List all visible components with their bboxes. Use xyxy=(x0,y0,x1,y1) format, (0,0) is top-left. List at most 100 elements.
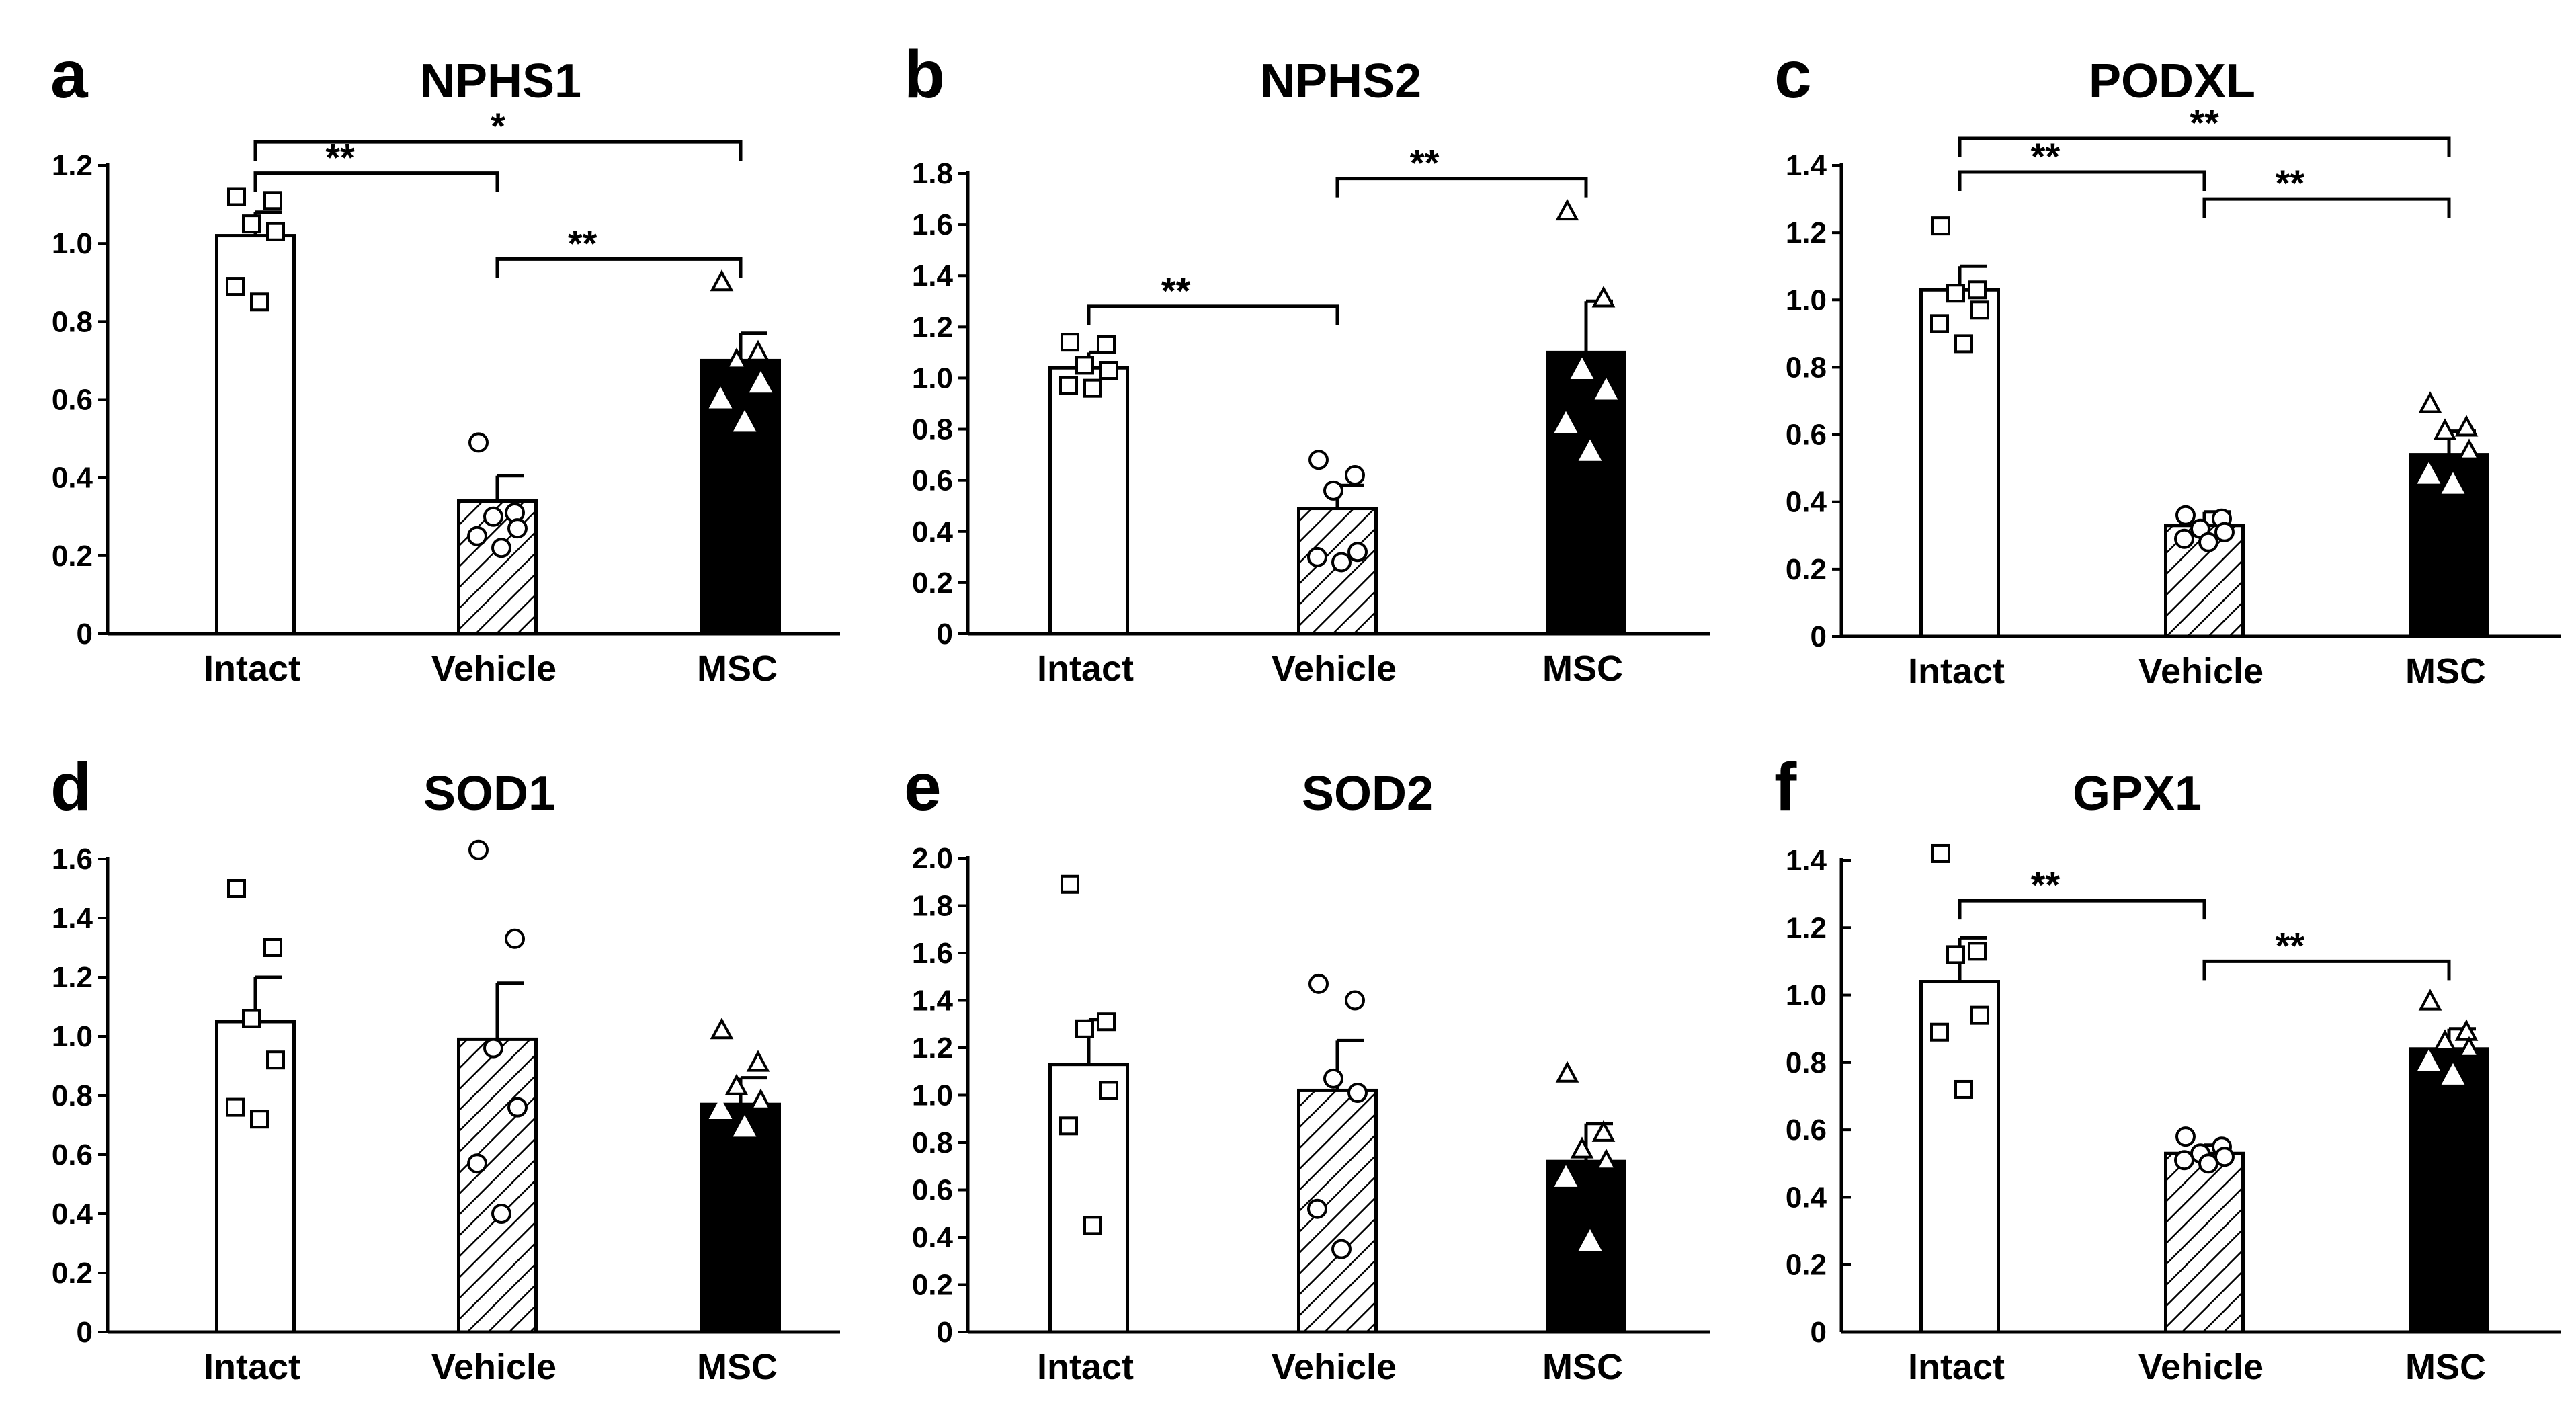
y-tick-label: 1.0 xyxy=(912,1079,953,1112)
data-point-triangle xyxy=(1594,378,1618,400)
chart-title: PODXL xyxy=(2089,54,2255,108)
y-tick-label: 0.4 xyxy=(1786,486,1827,519)
data-point-square xyxy=(1083,378,1102,398)
y-tick-label: 0 xyxy=(1811,620,1827,653)
data-point-square xyxy=(1954,334,1973,354)
data-point-square xyxy=(1059,1116,1078,1136)
y-tick-label: 0.2 xyxy=(912,567,953,599)
significance-bracket xyxy=(1087,304,1339,325)
data-point-circle xyxy=(507,518,528,539)
y-tick-label: 0.2 xyxy=(1786,1249,1827,1282)
data-point-triangle xyxy=(2454,415,2479,437)
data-point-triangle xyxy=(2433,418,2457,440)
data-point-square xyxy=(266,1050,285,1070)
data-point-circle xyxy=(467,1153,487,1174)
y-tick-label: 2.0 xyxy=(912,842,953,875)
y-tick-label: 1.4 xyxy=(1786,149,1827,182)
y-tick-label: 0 xyxy=(937,618,953,651)
data-point-triangle xyxy=(724,347,749,370)
data-point-square xyxy=(227,187,246,206)
data-point-circle xyxy=(2175,1126,2196,1147)
x-tick-label: MSC xyxy=(2405,651,2486,692)
data-point-square xyxy=(1946,284,1965,303)
data-point-circle xyxy=(1331,1239,1352,1259)
data-point-square xyxy=(1930,314,1949,333)
data-point-triangle xyxy=(2418,391,2442,413)
x-tick-label: Intact xyxy=(1908,651,2005,692)
y-tick-label: 0.6 xyxy=(1786,419,1827,452)
data-point-square xyxy=(263,938,282,957)
data-point-triangle xyxy=(749,1088,773,1110)
y-tick-label: 0.2 xyxy=(912,1269,953,1302)
y-tick-label: 0.6 xyxy=(1786,1114,1827,1147)
data-point-square xyxy=(1075,356,1094,375)
data-point-triangle xyxy=(733,410,757,432)
data-point-triangle xyxy=(724,1073,749,1095)
panel-letter: d xyxy=(50,749,91,825)
y-tick-label: 0.8 xyxy=(1786,1046,1827,1079)
data-point-square xyxy=(1970,1005,1989,1025)
y-tick-label: 0.8 xyxy=(912,1126,953,1159)
y-tick-label: 1.2 xyxy=(1786,911,1827,944)
data-point-triangle xyxy=(2454,1019,2479,1041)
y-tick-label: 0.4 xyxy=(52,462,93,495)
y-tick-label: 1.2 xyxy=(912,1032,953,1065)
x-tick-label: Intact xyxy=(204,649,300,689)
panel-letter: b xyxy=(904,37,945,112)
bar-vehicle xyxy=(457,1037,538,1334)
y-tick-label: 1.4 xyxy=(52,902,93,935)
x-tick-label: Intact xyxy=(204,1347,300,1387)
data-point-square xyxy=(1954,1079,1973,1099)
y-tick-label: 0.4 xyxy=(52,1198,93,1231)
data-point-triangle xyxy=(1570,357,1594,380)
bar-msc xyxy=(700,1102,781,1334)
panel-letter: a xyxy=(50,37,89,112)
chart-title: SOD2 xyxy=(1302,767,1434,821)
y-tick-label: 0.2 xyxy=(52,1257,93,1290)
significance-bracket xyxy=(2202,959,2451,981)
data-point-square xyxy=(1059,376,1078,395)
y-tick-label: 0.8 xyxy=(1786,351,1827,384)
panel-letter: e xyxy=(904,749,942,825)
x-tick-label: Vehicle xyxy=(1272,1347,1397,1387)
y-tick-label: 0.4 xyxy=(912,515,954,548)
chart-title: SOD1 xyxy=(423,767,555,821)
bar-intact xyxy=(215,1020,296,1334)
data-point-triangle xyxy=(2457,1036,2481,1058)
data-point-triangle xyxy=(708,386,733,409)
data-point-circle xyxy=(1308,973,1329,994)
y-tick-label: 0 xyxy=(937,1316,953,1349)
data-point-triangle xyxy=(1591,286,1616,308)
significance-bracket xyxy=(2202,197,2451,218)
data-point-triangle xyxy=(710,269,734,292)
data-point-square xyxy=(263,191,282,210)
data-point-square xyxy=(1083,1216,1102,1235)
data-point-square xyxy=(1968,942,1987,961)
data-point-triangle xyxy=(2417,462,2441,484)
data-point-circle xyxy=(1347,542,1368,563)
x-tick-label: Vehicle xyxy=(2138,651,2263,692)
significance-bracket xyxy=(1958,170,2206,192)
y-tick-label: 1.0 xyxy=(912,362,953,395)
bar-msc xyxy=(2409,1047,2489,1334)
significance-label: ** xyxy=(568,222,597,264)
data-point-circle xyxy=(2198,1153,2218,1174)
y-tick-label: 0 xyxy=(1811,1316,1827,1349)
data-point-square xyxy=(1099,361,1118,380)
data-point-triangle xyxy=(710,1017,734,1040)
data-point-circle xyxy=(1331,552,1352,573)
data-point-square xyxy=(242,214,261,234)
x-tick-label: Intact xyxy=(1037,649,1134,689)
significance-bracket xyxy=(1958,136,2451,157)
data-point-square xyxy=(1075,1019,1094,1038)
data-point-square xyxy=(1930,1022,1949,1042)
data-point-circle xyxy=(1307,1198,1327,1219)
significance-label: * xyxy=(491,105,505,147)
bar-vehicle xyxy=(2164,1151,2245,1334)
y-tick-label: 0.6 xyxy=(52,1138,93,1171)
significance-bracket xyxy=(1335,177,1588,198)
y-tick-label: 0 xyxy=(77,1316,93,1349)
data-point-circle xyxy=(483,506,503,527)
y-tick-label: 1.8 xyxy=(912,890,953,923)
data-point-triangle xyxy=(708,1097,733,1119)
